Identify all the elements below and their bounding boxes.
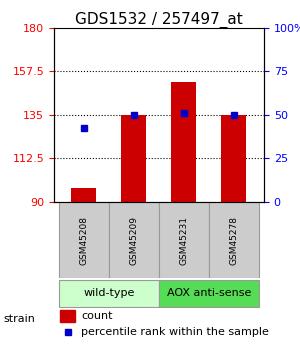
Bar — [172, 82, 197, 202]
Text: AOX anti-sense: AOX anti-sense — [167, 288, 251, 298]
Text: GSM45208: GSM45208 — [80, 216, 88, 265]
Bar — [159, 202, 209, 278]
Bar — [122, 115, 146, 202]
Bar — [59, 280, 159, 307]
Text: GSM45231: GSM45231 — [179, 216, 188, 265]
Text: strain: strain — [3, 314, 35, 324]
Text: GSM45278: GSM45278 — [230, 216, 238, 265]
Text: count: count — [81, 311, 113, 321]
Bar — [159, 280, 259, 307]
Bar — [59, 202, 109, 278]
Text: wild-type: wild-type — [83, 288, 135, 298]
Bar — [109, 202, 159, 278]
Text: percentile rank within the sample: percentile rank within the sample — [81, 326, 269, 336]
Text: GSM45209: GSM45209 — [130, 216, 139, 265]
Bar — [209, 202, 259, 278]
Bar — [60, 310, 75, 322]
Title: GDS1532 / 257497_at: GDS1532 / 257497_at — [75, 11, 243, 28]
Bar — [221, 115, 247, 202]
Bar — [71, 188, 97, 202]
